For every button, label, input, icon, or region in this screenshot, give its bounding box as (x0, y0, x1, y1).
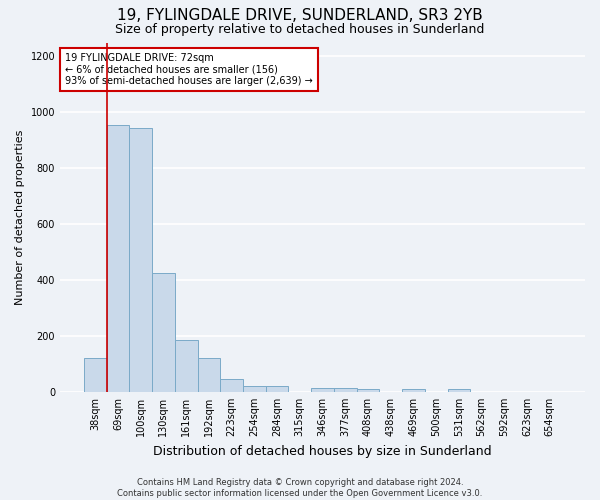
Bar (243, 386, 266, 392)
Y-axis label: Number of detached properties: Number of detached properties (15, 130, 25, 305)
Bar (220, 380, 243, 392)
Bar (402, 389, 425, 392)
Bar (356, 389, 379, 392)
Bar (197, 358, 220, 392)
Bar (266, 386, 289, 392)
Bar (448, 389, 470, 392)
Text: Contains HM Land Registry data © Crown copyright and database right 2024.
Contai: Contains HM Land Registry data © Crown c… (118, 478, 482, 498)
Bar (152, 273, 175, 392)
Bar (107, 125, 130, 392)
Bar (130, 128, 152, 392)
Bar (334, 388, 356, 392)
Bar (84, 358, 107, 392)
Text: 19 FYLINGDALE DRIVE: 72sqm
← 6% of detached houses are smaller (156)
93% of semi: 19 FYLINGDALE DRIVE: 72sqm ← 6% of detac… (65, 53, 313, 86)
Bar (175, 340, 197, 392)
X-axis label: Distribution of detached houses by size in Sunderland: Distribution of detached houses by size … (153, 444, 492, 458)
Text: 19, FYLINGDALE DRIVE, SUNDERLAND, SR3 2YB: 19, FYLINGDALE DRIVE, SUNDERLAND, SR3 2Y… (117, 8, 483, 22)
Text: Size of property relative to detached houses in Sunderland: Size of property relative to detached ho… (115, 22, 485, 36)
Bar (311, 388, 334, 392)
